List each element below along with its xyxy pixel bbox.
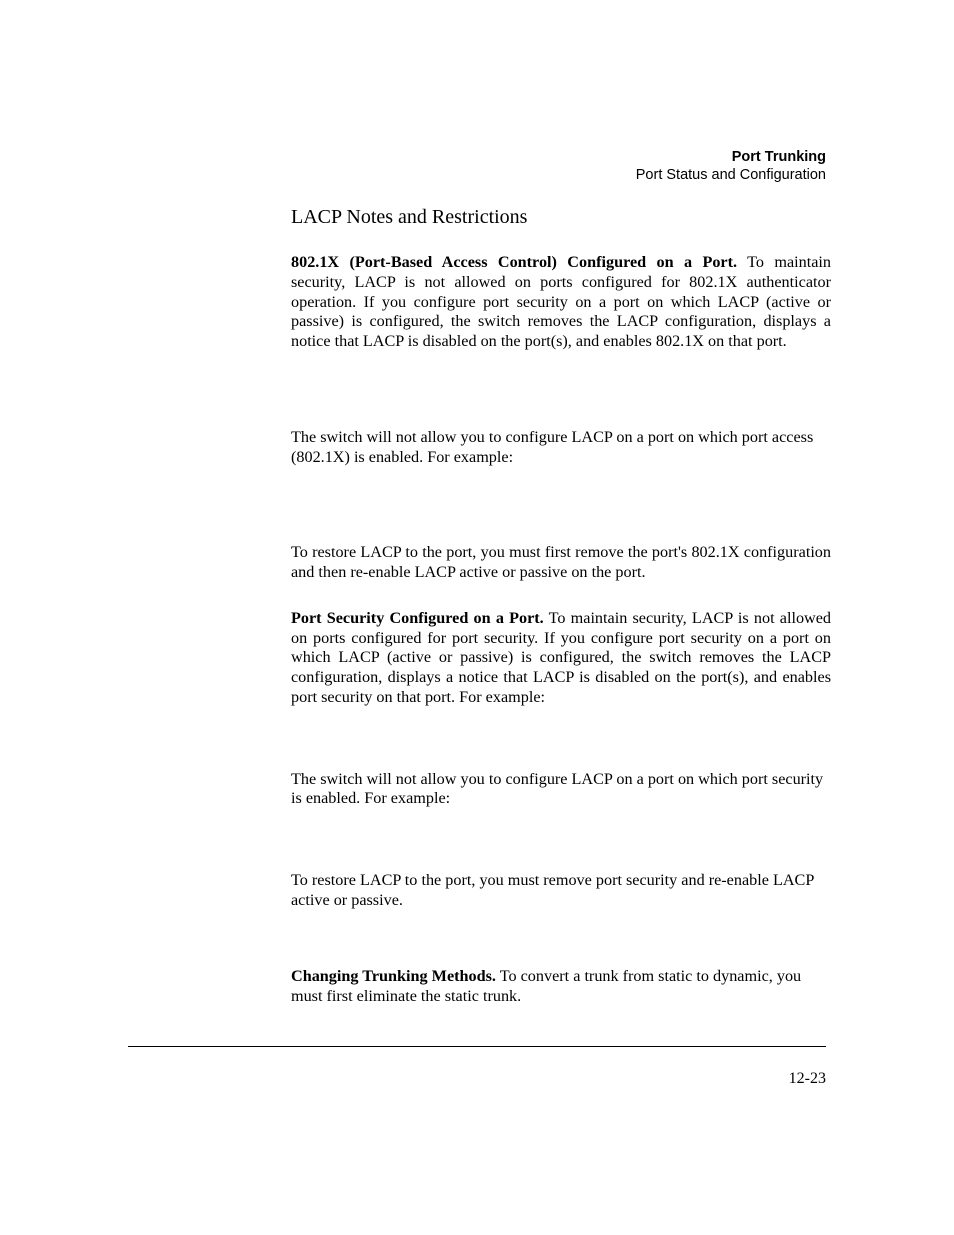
- paragraph-1: 802.1X (Port-Based Access Control) Confi…: [291, 253, 831, 352]
- body-content: LACP Notes and Restrictions 802.1X (Port…: [291, 200, 831, 1006]
- paragraph-6: To restore LACP to the port, you must re…: [291, 871, 831, 911]
- paragraph-5: The switch will not allow you to configu…: [291, 770, 831, 810]
- footer-rule: [128, 1046, 826, 1047]
- section-title: LACP Notes and Restrictions: [291, 206, 831, 229]
- paragraph-2: The switch will not allow you to configu…: [291, 428, 831, 468]
- paragraph-3: To restore LACP to the port, you must fi…: [291, 543, 831, 583]
- header-chapter: Port Trunking: [636, 148, 826, 166]
- paragraph-7: Changing Trunking Methods. To convert a …: [291, 967, 831, 1007]
- paragraph-7-lead: Changing Trunking Methods.: [291, 967, 496, 985]
- header-section: Port Status and Configuration: [636, 166, 826, 184]
- document-page: Port Trunking Port Status and Configurat…: [0, 0, 954, 1235]
- paragraph-4-lead: Port Security Configured on a Port.: [291, 609, 544, 627]
- paragraph-4: Port Security Configured on a Port. To m…: [291, 609, 831, 708]
- running-header: Port Trunking Port Status and Configurat…: [636, 148, 826, 184]
- page-number: 12-23: [789, 1070, 826, 1088]
- paragraph-1-lead: 802.1X (Port-Based Access Control) Confi…: [291, 253, 737, 271]
